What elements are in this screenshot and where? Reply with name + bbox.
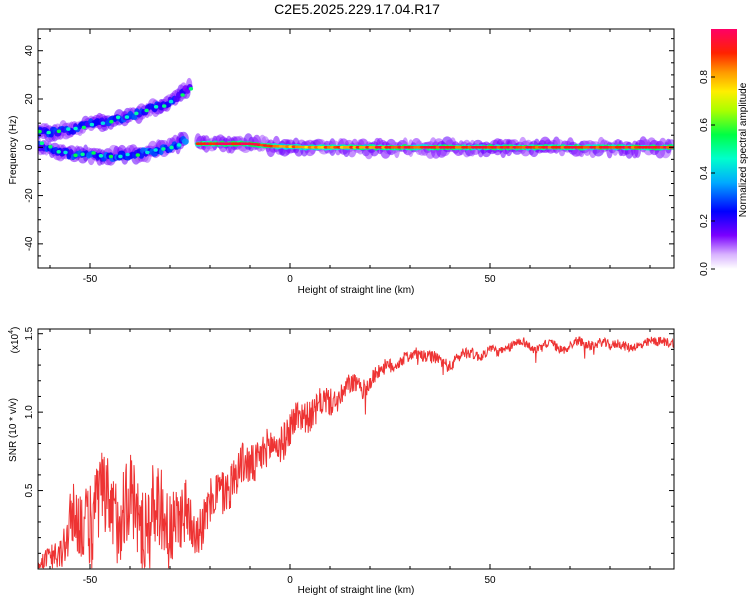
spectral-spot — [177, 143, 182, 147]
spectral-spot — [144, 108, 149, 113]
spectral-spot — [39, 141, 45, 145]
spectral-spot — [80, 152, 85, 157]
y-tick-label: 40 — [24, 45, 35, 57]
colorbar-tick-label: 0.0 — [699, 262, 710, 276]
spectral-spot — [115, 115, 121, 120]
spectrogram-x-label: Height of straight line (km) — [298, 285, 415, 296]
y-tick-label: -40 — [24, 236, 35, 251]
spectral-spot — [48, 144, 53, 149]
spectrogram-panel: -50 0 50 -40 -20 0 20 40 Height of straight li… — [8, 28, 675, 296]
spectrogram-frame — [37, 28, 675, 269]
snr-x-ticks: -50 0 50 — [49, 329, 651, 586]
spectral-spot — [134, 111, 139, 116]
x-tick-label: -50 — [83, 274, 98, 285]
snr-x-label: Height of straight line (km) — [298, 585, 415, 596]
figure-title: C2E5.2025.229.17.04.R17 — [274, 1, 440, 17]
spectral-spot — [168, 99, 174, 104]
spectral-spot — [124, 115, 130, 119]
spectral-ridge-2 — [194, 133, 674, 160]
spectrogram-x-ticks: -50 0 50 — [49, 29, 651, 285]
x-tick-label: 0 — [287, 274, 293, 285]
spectral-spot — [100, 121, 106, 125]
x-tick-label: 50 — [484, 274, 496, 285]
spectral-spot — [162, 104, 167, 108]
y-tick-label: 20 — [24, 93, 35, 105]
spectral-spot — [73, 126, 78, 131]
spectral-spot — [56, 150, 61, 154]
snr-multiplier: (x104) — [8, 327, 21, 354]
snr-line-layer — [38, 336, 674, 569]
spectral-core-blob — [68, 149, 74, 156]
colorbar-tick-label: 0.2 — [699, 214, 710, 228]
spectral-spot — [180, 93, 185, 97]
y-tick-label: 0 — [24, 144, 35, 150]
spectrogram-heatmap — [38, 77, 674, 166]
spectral-spot — [46, 130, 51, 135]
spectral-spot — [66, 127, 71, 131]
spectrogram-y-ticks: -40 -20 0 20 40 — [24, 38, 674, 257]
y-tick-label: 1.5 — [24, 326, 35, 340]
x-tick-label: 50 — [484, 575, 496, 586]
y-tick-label: 0.5 — [24, 483, 35, 497]
snr-y-ticks: 0.5 1.0 1.5 — [24, 326, 674, 554]
spectral-spot — [153, 105, 159, 109]
spectral-ridge-0 — [38, 77, 194, 143]
colorbar-label: Normalized spectral amplitude — [738, 82, 749, 217]
spectral-spot — [118, 154, 123, 159]
spectral-spot — [98, 154, 104, 158]
snr-frame — [37, 328, 675, 570]
spectral-spot — [161, 147, 166, 151]
spectral-spot — [169, 145, 174, 150]
spectral-spot — [188, 87, 194, 91]
spectral-core-blob — [182, 138, 189, 145]
spectral-spot — [38, 129, 42, 134]
spectral-spot — [63, 150, 68, 155]
spectral-spot — [109, 119, 114, 124]
spectral-spot — [56, 129, 62, 134]
spectral-spot — [108, 154, 114, 159]
colorbar-tick-label: 0.6 — [699, 118, 710, 132]
spectral-spot — [73, 153, 78, 158]
spectral-spot — [91, 151, 96, 155]
colorbar-tick-label: 0.4 — [699, 166, 710, 180]
colorbar-tick-label: 0.8 — [699, 70, 710, 84]
spectral-spot — [81, 125, 87, 130]
snr-multiplier-exponent: 4 — [8, 330, 15, 334]
spectral-spot — [153, 148, 158, 152]
x-tick-label: -50 — [83, 575, 98, 586]
colorbar: 0.0 0.2 0.4 0.6 0.8 Normalized spectral ampl… — [699, 29, 749, 276]
spectral-spot — [125, 152, 130, 157]
snr-series-line — [38, 336, 674, 569]
spectral-ridge-1 — [38, 131, 189, 166]
snr-y-label: SNR (10 * v/v) — [8, 398, 19, 462]
colorbar-gradient — [711, 29, 737, 269]
snr-multiplier-close: ) — [10, 327, 21, 330]
spectral-spot — [135, 153, 140, 157]
y-tick-label: -20 — [24, 188, 35, 203]
spectrogram-y-label: Frequency (Hz) — [8, 116, 19, 185]
spectral-spot — [89, 122, 95, 127]
y-tick-label: 1.0 — [24, 405, 35, 419]
colorbar-ticks: 0.0 0.2 0.4 0.6 0.8 — [699, 70, 715, 276]
spectral-core-blob — [138, 152, 145, 159]
spectral-spot — [145, 150, 150, 155]
snr-panel: -50 0 50 0.5 1.0 1.5 Height of straight line… — [8, 326, 675, 596]
x-tick-label: 0 — [287, 575, 293, 586]
